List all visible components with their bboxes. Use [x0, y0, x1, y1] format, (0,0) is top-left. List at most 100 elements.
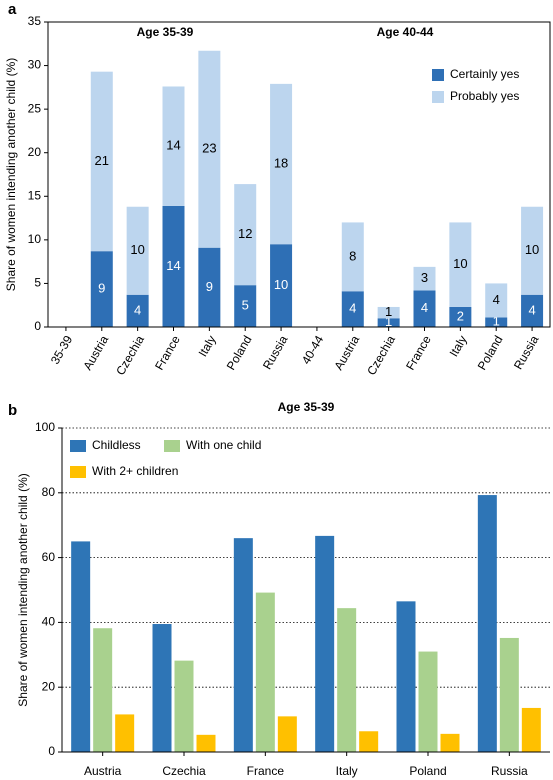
value-label: 4	[134, 302, 141, 317]
value-label: 1	[493, 314, 500, 329]
bar-segment	[521, 206, 544, 295]
y-tick-label: 100	[35, 420, 55, 434]
x-tick-label: Czechia	[113, 333, 147, 378]
bar	[115, 714, 135, 752]
bar-segment	[485, 283, 508, 318]
legend-label: Probably yes	[450, 89, 519, 103]
value-label: 12	[238, 226, 252, 241]
value-label: 4	[349, 301, 356, 316]
bar	[152, 624, 172, 752]
bar-segment	[162, 205, 185, 327]
x-tick-label: Russia	[491, 764, 528, 778]
value-label: 21	[95, 153, 109, 168]
value-label: 4	[421, 300, 428, 315]
bar-segment	[234, 184, 257, 286]
y-tick-label: 20	[28, 145, 42, 159]
x-tick-label: Russia	[511, 333, 542, 372]
bar	[196, 734, 216, 752]
y-tick-label: 35	[28, 14, 42, 28]
x-tick-label: France	[403, 333, 434, 373]
bar-segment	[90, 251, 113, 327]
legend-label: Certainly yes	[450, 67, 519, 81]
y-tick-label: 0	[48, 744, 55, 758]
bar-segment	[413, 266, 436, 291]
bar-segment	[341, 291, 364, 327]
value-label: 2	[457, 308, 464, 323]
bar	[277, 716, 297, 752]
bar-segment	[341, 222, 364, 292]
legend-label: Childless	[92, 438, 141, 452]
annotation: Age 35-39	[137, 25, 194, 39]
annotation: Age 40-44	[377, 25, 434, 39]
bar	[396, 601, 416, 752]
value-label: 4	[493, 292, 500, 307]
value-label: 8	[349, 248, 356, 263]
bar-segment	[234, 285, 257, 327]
legend-swatch	[70, 466, 86, 478]
x-tick-label: Italy	[336, 764, 358, 778]
legend-swatch	[164, 440, 180, 452]
bar	[174, 660, 194, 752]
legend-label: With 2+ children	[92, 464, 178, 478]
x-tick-label: Czechia	[162, 764, 206, 778]
bar-segment	[449, 306, 472, 327]
x-tick-label: 40-44	[299, 333, 327, 367]
value-label: 1	[385, 314, 392, 329]
value-label: 10	[130, 242, 144, 257]
bar	[255, 592, 275, 752]
value-label: 5	[242, 298, 249, 313]
legend-swatch	[70, 440, 86, 452]
x-tick-label: Poland	[475, 333, 506, 372]
y-tick-label: 60	[42, 550, 56, 564]
bar	[337, 608, 357, 752]
bar-segment	[126, 294, 149, 327]
x-tick-label: Poland	[224, 333, 255, 372]
x-tick-label: 35-39	[48, 333, 76, 367]
y-tick-label: 40	[42, 615, 56, 629]
value-label: 3	[421, 270, 428, 285]
x-tick-label: Poland	[409, 764, 446, 778]
bar-segment	[126, 206, 149, 295]
x-tick-label: Russia	[260, 333, 291, 372]
value-label: 10	[453, 256, 467, 271]
value-label: 10	[274, 277, 288, 292]
bar	[93, 628, 113, 752]
value-label: 23	[202, 141, 216, 156]
value-label: 9	[98, 281, 105, 296]
bar-segment	[413, 290, 436, 327]
value-label: 10	[525, 242, 539, 257]
panel-label: b	[8, 402, 17, 419]
bar-segment	[162, 86, 185, 206]
y-tick-label: 15	[28, 188, 42, 202]
y-tick-label: 0	[34, 319, 41, 333]
bar-segment	[485, 317, 508, 327]
panel-label: a	[8, 1, 17, 18]
y-tick-label: 30	[28, 58, 42, 72]
bar-segment	[377, 306, 400, 319]
bar	[71, 541, 91, 752]
x-tick-label: France	[247, 764, 285, 778]
bar	[418, 651, 438, 752]
bar	[477, 495, 497, 752]
x-tick-label: Italy	[447, 333, 470, 359]
chart-title: Age 35-39	[278, 400, 335, 414]
bar-segment	[270, 244, 293, 327]
bar	[233, 538, 253, 752]
x-tick-label: Austria	[80, 333, 111, 373]
y-tick-label: 20	[42, 679, 56, 693]
legend-swatch	[432, 69, 444, 81]
bar-segment	[377, 318, 400, 327]
plot-frame	[47, 21, 551, 328]
y-tick-label: 5	[34, 276, 41, 290]
y-axis-label: Share of women intending another child (…	[16, 473, 30, 706]
x-tick-label: Czechia	[364, 333, 398, 378]
bar-segment	[90, 71, 113, 252]
value-label: 1	[385, 304, 392, 319]
value-label: 18	[274, 155, 288, 170]
x-tick-label: Austria	[84, 764, 122, 778]
bar-segment	[521, 294, 544, 327]
value-label: 14	[166, 138, 180, 153]
y-axis-label: Share of women intending another child (…	[4, 58, 18, 291]
bar-segment	[198, 247, 221, 327]
